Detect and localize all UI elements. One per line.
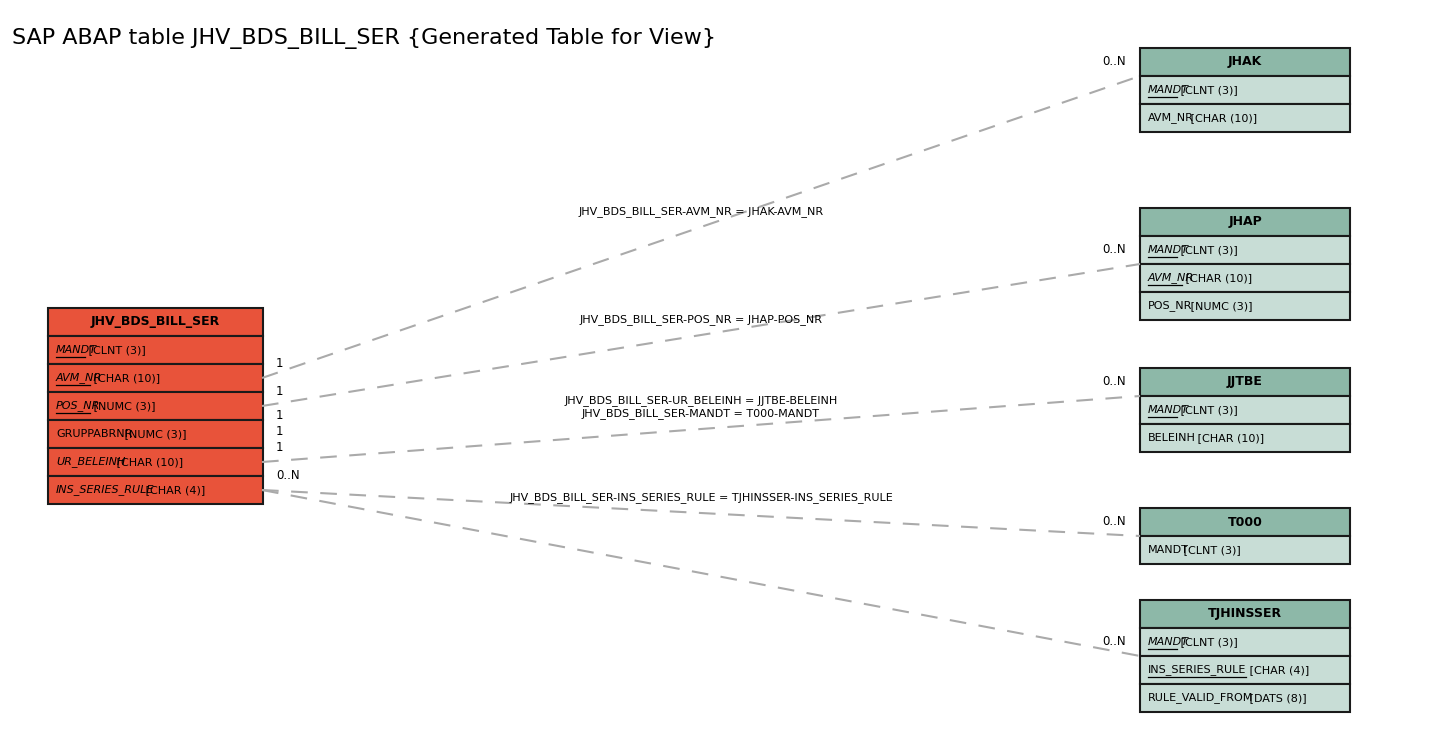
Bar (1141, 368, 1350, 396)
Text: RULE_VALID_FROM: RULE_VALID_FROM (1148, 692, 1253, 704)
Text: AVM_NR: AVM_NR (1148, 112, 1195, 124)
Text: [CHAR (10)]: [CHAR (10)] (90, 373, 160, 383)
Bar (48, 364, 263, 392)
Bar (1141, 264, 1350, 292)
Bar (1141, 396, 1350, 424)
Text: 0..N: 0..N (276, 469, 300, 482)
Text: [CHAR (10)]: [CHAR (10)] (1193, 433, 1263, 443)
Bar (1141, 292, 1350, 320)
Text: POS_NR: POS_NR (55, 401, 100, 411)
Text: [CLNT (3)]: [CLNT (3)] (1177, 405, 1237, 415)
Text: [NUMC (3)]: [NUMC (3)] (1187, 301, 1253, 311)
Bar (1141, 208, 1350, 236)
Bar (48, 420, 263, 448)
Text: 0..N: 0..N (1103, 635, 1126, 648)
Text: JHV_BDS_BILL_SER-POS_NR = JHAP-POS_NR: JHV_BDS_BILL_SER-POS_NR = JHAP-POS_NR (579, 314, 822, 325)
Text: [DATS (8)]: [DATS (8)] (1245, 693, 1307, 703)
Text: [NUMC (3)]: [NUMC (3)] (90, 401, 156, 411)
Bar (1141, 628, 1350, 656)
Text: 0..N: 0..N (1103, 55, 1126, 68)
Text: SAP ABAP table JHV_BDS_BILL_SER {Generated Table for View}: SAP ABAP table JHV_BDS_BILL_SER {Generat… (12, 28, 716, 49)
Text: TJHINSSER: TJHINSSER (1208, 608, 1282, 621)
Text: MANDT: MANDT (55, 345, 97, 355)
Text: INS_SERIES_RULE: INS_SERIES_RULE (55, 485, 154, 495)
Bar (48, 448, 263, 476)
Text: T000: T000 (1228, 516, 1263, 528)
Bar (1141, 424, 1350, 452)
Text: INS_SERIES_RULE: INS_SERIES_RULE (1148, 664, 1247, 676)
Text: JHV_BDS_BILL_SER-INS_SERIES_RULE = TJHINSSER-INS_SERIES_RULE: JHV_BDS_BILL_SER-INS_SERIES_RULE = TJHIN… (509, 492, 893, 503)
Text: [CLNT (3)]: [CLNT (3)] (84, 345, 146, 355)
Bar (1141, 236, 1350, 264)
Text: MANDT: MANDT (1148, 245, 1189, 255)
Text: 0..N: 0..N (1103, 515, 1126, 528)
Text: MANDT: MANDT (1148, 85, 1189, 95)
Bar (1141, 104, 1350, 132)
Text: 0..N: 0..N (1103, 243, 1126, 256)
Bar (1141, 536, 1350, 564)
Text: 0..N: 0..N (1103, 375, 1126, 388)
Text: AVM_NR: AVM_NR (1148, 273, 1195, 283)
Text: JHV_BDS_BILL_SER-UR_BELEINH = JJTBE-BELEINH
JHV_BDS_BILL_SER-MANDT = T000-MANDT: JHV_BDS_BILL_SER-UR_BELEINH = JJTBE-BELE… (565, 396, 838, 419)
Text: [CHAR (4)]: [CHAR (4)] (141, 485, 205, 495)
Text: [CHAR (10)]: [CHAR (10)] (113, 457, 183, 467)
Text: [NUMC (3)]: [NUMC (3)] (121, 429, 186, 439)
Text: AVM_NR: AVM_NR (55, 372, 102, 384)
Bar (1141, 600, 1350, 628)
Text: MANDT: MANDT (1148, 405, 1189, 415)
Text: [CHAR (10)]: [CHAR (10)] (1187, 113, 1257, 123)
Text: UR_BELEINH: UR_BELEINH (55, 457, 125, 467)
Text: 1: 1 (276, 357, 284, 370)
Bar (48, 308, 263, 336)
Bar (48, 392, 263, 420)
Text: 1: 1 (276, 385, 284, 398)
Text: GRUPPABRNR: GRUPPABRNR (55, 429, 132, 439)
Text: 1
1
1: 1 1 1 (276, 409, 284, 454)
Bar (1141, 76, 1350, 104)
Text: MANDT: MANDT (1148, 545, 1189, 555)
Text: [CLNT (3)]: [CLNT (3)] (1180, 545, 1241, 555)
Text: [CHAR (4)]: [CHAR (4)] (1245, 665, 1308, 675)
Bar (1141, 684, 1350, 712)
Bar (1141, 48, 1350, 76)
Text: JJTBE: JJTBE (1227, 375, 1263, 389)
Bar (48, 336, 263, 364)
Text: [CLNT (3)]: [CLNT (3)] (1177, 85, 1237, 95)
Text: POS_NR: POS_NR (1148, 300, 1193, 312)
Bar (1141, 508, 1350, 536)
Text: MANDT: MANDT (1148, 637, 1189, 647)
Bar (48, 476, 263, 504)
Text: BELEINH: BELEINH (1148, 433, 1196, 443)
Bar (1141, 656, 1350, 684)
Text: [CLNT (3)]: [CLNT (3)] (1177, 245, 1237, 255)
Text: [CHAR (10)]: [CHAR (10)] (1183, 273, 1253, 283)
Text: JHAK: JHAK (1228, 56, 1261, 69)
Text: [CLNT (3)]: [CLNT (3)] (1177, 637, 1237, 647)
Text: JHV_BDS_BILL_SER-AVM_NR = JHAK-AVM_NR: JHV_BDS_BILL_SER-AVM_NR = JHAK-AVM_NR (579, 206, 824, 217)
Text: JHV_BDS_BILL_SER: JHV_BDS_BILL_SER (90, 316, 220, 328)
Text: JHAP: JHAP (1228, 215, 1261, 229)
